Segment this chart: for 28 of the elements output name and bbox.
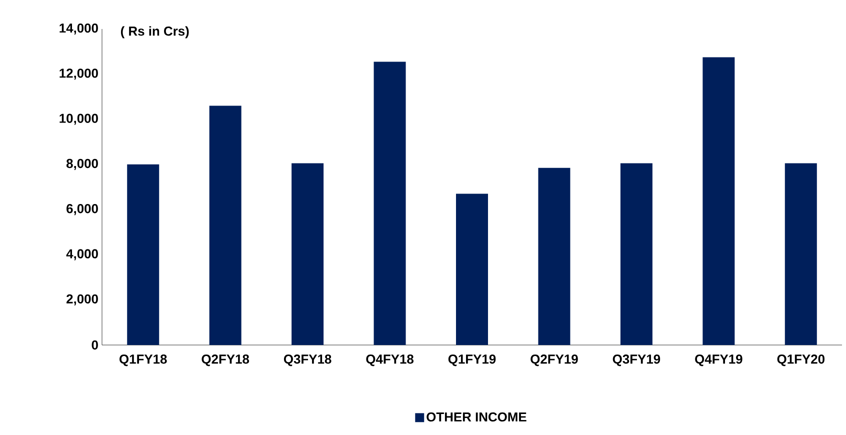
bar xyxy=(784,163,817,345)
legend-label: OTHER INCOME xyxy=(426,412,526,422)
bar xyxy=(374,62,406,345)
bar xyxy=(209,106,242,345)
x-tick-label: Q1FY20 xyxy=(777,354,824,366)
y-tick-label: 4,000 xyxy=(66,249,98,260)
bar xyxy=(620,163,652,345)
x-tick-label: Q2FY18 xyxy=(202,354,250,366)
x-tick-label: Q1FY19 xyxy=(448,354,496,366)
bar xyxy=(702,57,735,345)
x-tick-label: Q4FY19 xyxy=(695,354,742,366)
y-tick-label: 8,000 xyxy=(66,158,98,170)
y-tick-label: 12,000 xyxy=(60,68,98,80)
y-tick-label: 10,000 xyxy=(60,114,98,125)
bar xyxy=(456,194,488,345)
bar xyxy=(538,168,570,345)
x-tick-label: Q1FY18 xyxy=(120,354,167,366)
bar xyxy=(292,163,324,345)
y-tick-label: 14,000 xyxy=(60,23,98,35)
annotation: ( Rs in Crs) xyxy=(120,26,189,38)
x-tick-label: Q2FY19 xyxy=(530,354,578,366)
y-tick-label: 0 xyxy=(92,340,98,350)
bar xyxy=(127,164,160,345)
y-tick-label: 2,000 xyxy=(66,294,98,306)
y-tick-label: 6,000 xyxy=(66,204,98,216)
x-tick-label: Q3FY18 xyxy=(284,354,332,366)
x-tick-label: Q4FY18 xyxy=(366,354,414,366)
x-tick-label: Q3FY19 xyxy=(612,354,660,366)
